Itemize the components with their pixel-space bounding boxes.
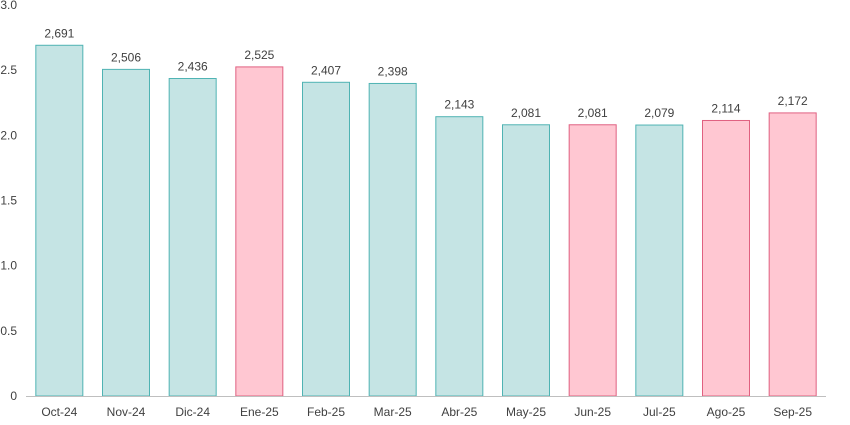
x-tick-label: Sep-25 [773, 405, 812, 419]
y-tick-label: 0 [10, 389, 17, 403]
y-axis: 0 0.5 1.0 1.5 2.0 2.5 3.0 [0, 0, 17, 403]
bar [368, 82, 417, 397]
data-label: 2,079 [644, 106, 674, 120]
data-label: 2,398 [378, 64, 408, 78]
data-label: 2,081 [511, 106, 541, 120]
data-label: 2,143 [444, 98, 474, 112]
data-label: 2,525 [244, 48, 274, 62]
x-tick-label: Abr-25 [441, 405, 477, 419]
x-tick-label: Jun-25 [574, 405, 611, 419]
x-tick-label: May-25 [506, 405, 546, 419]
data-label: 2,081 [578, 106, 608, 120]
y-tick-label: 1.0 [0, 259, 17, 273]
bar [102, 68, 150, 397]
bar-highlighted [568, 124, 617, 397]
bar-highlighted [768, 112, 817, 397]
data-label: 2,506 [111, 50, 141, 64]
x-tick-label: Oct-24 [41, 405, 77, 419]
bar-highlighted [702, 119, 750, 397]
y-tick-label: 0.5 [0, 324, 17, 338]
data-label: 2,407 [311, 63, 341, 77]
y-tick-label: 2.0 [0, 128, 17, 142]
y-tick-label: 3.0 [0, 0, 17, 12]
x-tick-label: Jul-25 [643, 405, 676, 419]
bar-highlighted [235, 66, 284, 397]
bar [502, 124, 550, 397]
x-tick-label: Ago-25 [707, 405, 746, 419]
bars-group [35, 44, 817, 397]
data-label: 2,114 [711, 101, 740, 115]
y-tick-label: 2.5 [0, 63, 17, 77]
x-tick-label: Dic-24 [175, 405, 210, 419]
x-axis: Oct-24 Nov-24 Dic-24 Ene-25 Feb-25 Mar-25 Abr-… [26, 396, 826, 419]
y-tick-label: 1.5 [0, 194, 17, 208]
x-tick-label: Ene-25 [240, 405, 279, 419]
bar [302, 81, 350, 397]
bar [435, 116, 484, 397]
data-label: 2,172 [778, 94, 808, 108]
x-tick-label: Nov-24 [107, 405, 146, 419]
x-tick-label: Mar-25 [374, 405, 412, 419]
bar [635, 124, 684, 397]
x-tick-label: Feb-25 [307, 405, 345, 419]
data-labels-group: 2,691 2,506 2,436 2,525 2,407 2,398 2,143 2,081… [44, 26, 808, 120]
bar [168, 78, 217, 397]
data-label: 2,691 [44, 26, 74, 40]
bar [35, 44, 84, 397]
data-label: 2,436 [178, 60, 208, 74]
